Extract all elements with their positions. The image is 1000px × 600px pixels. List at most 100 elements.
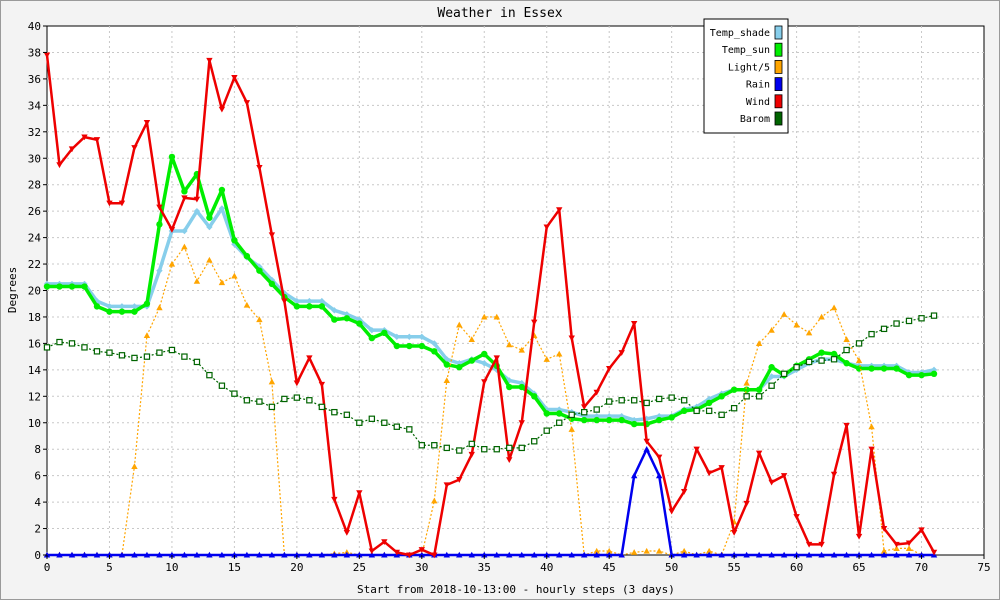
data-point-light-5 xyxy=(456,321,463,328)
y-tick-label: 24 xyxy=(28,232,42,245)
data-point-light-5 xyxy=(755,340,763,346)
y-tick-label: 6 xyxy=(34,470,41,483)
data-point-barom xyxy=(218,382,226,389)
data-point-barom xyxy=(231,390,238,397)
data-point-barom xyxy=(193,358,201,366)
data-point-barom xyxy=(868,330,875,338)
data-point-wind xyxy=(868,446,875,453)
data-point-temp-sun xyxy=(718,393,725,400)
data-point-wind xyxy=(156,204,163,211)
data-point-barom xyxy=(905,317,913,325)
data-point-temp-sun xyxy=(256,267,263,274)
data-point-wind xyxy=(106,200,113,207)
data-point-barom xyxy=(468,440,475,448)
data-point-rain xyxy=(868,551,875,558)
data-point-barom xyxy=(43,344,51,351)
data-point-temp-sun xyxy=(506,383,513,391)
data-point-rain xyxy=(606,551,613,558)
data-point-temp-sun xyxy=(143,300,151,307)
data-point-wind xyxy=(218,106,226,113)
y-tick-label: 10 xyxy=(28,417,41,430)
data-point-temp-shade xyxy=(581,412,588,420)
data-point-wind xyxy=(930,549,938,556)
data-point-light-5 xyxy=(481,313,488,320)
legend-swatch-light-5 xyxy=(774,60,783,74)
x-tick-label: 10 xyxy=(165,561,178,574)
y-tick-label: 8 xyxy=(34,443,41,456)
data-point-wind xyxy=(668,508,675,515)
y-tick-label: 30 xyxy=(28,152,41,165)
data-point-temp-sun xyxy=(768,364,775,371)
data-point-barom xyxy=(593,406,600,413)
data-point-rain xyxy=(755,551,763,558)
data-point-rain xyxy=(143,551,151,558)
data-point-light-5 xyxy=(256,316,263,323)
data-point-rain xyxy=(793,551,800,558)
legend-label-temp-sun: Temp_sun xyxy=(722,45,770,56)
data-point-wind xyxy=(206,57,213,64)
y-tick-label: 34 xyxy=(28,99,42,112)
data-point-barom xyxy=(481,446,488,453)
data-point-rain xyxy=(218,551,226,558)
y-tick-label: 18 xyxy=(28,311,41,324)
data-point-rain xyxy=(655,472,663,479)
data-point-temp-sun xyxy=(593,416,600,424)
data-point-wind xyxy=(918,527,925,534)
data-point-light-5 xyxy=(543,356,550,362)
data-point-light-5 xyxy=(168,260,176,267)
data-point-wind xyxy=(518,420,525,426)
data-point-wind xyxy=(43,52,51,59)
y-tick-label: 0 xyxy=(34,549,41,562)
data-point-barom xyxy=(331,408,338,416)
data-point-temp-shade xyxy=(106,303,113,310)
data-point-barom xyxy=(81,344,88,351)
data-point-wind xyxy=(318,381,326,388)
data-point-barom xyxy=(518,444,525,452)
data-point-rain xyxy=(331,551,338,558)
data-point-light-5 xyxy=(193,278,201,284)
data-point-barom xyxy=(718,411,725,419)
data-point-rain xyxy=(493,551,500,558)
data-point-wind xyxy=(481,379,488,385)
data-point-wind xyxy=(743,500,750,507)
x-tick-label: 35 xyxy=(478,561,491,574)
data-point-light-5 xyxy=(630,549,638,555)
data-point-temp-sun xyxy=(518,383,525,391)
data-point-barom xyxy=(780,370,788,378)
data-point-barom xyxy=(56,338,63,346)
data-point-light-5 xyxy=(843,336,850,342)
data-point-light-5 xyxy=(680,547,688,554)
data-point-wind xyxy=(506,457,513,463)
data-point-wind xyxy=(81,134,88,141)
data-point-light-5 xyxy=(506,341,513,348)
data-point-rain xyxy=(118,551,126,558)
data-point-wind xyxy=(281,298,288,305)
data-point-temp-shade xyxy=(318,297,326,305)
data-point-wind xyxy=(493,355,500,362)
data-point-light-5 xyxy=(243,301,251,308)
data-point-temp-sun xyxy=(331,316,338,323)
data-point-barom xyxy=(418,442,426,449)
data-point-wind xyxy=(306,355,313,362)
data-point-wind xyxy=(456,477,463,483)
data-point-rain xyxy=(256,551,263,558)
data-point-barom xyxy=(768,382,775,389)
data-point-temp-sun xyxy=(818,349,825,356)
data-point-light-5 xyxy=(156,304,163,311)
data-point-rain xyxy=(281,551,288,558)
data-point-light-5 xyxy=(431,497,438,504)
data-point-rain xyxy=(56,551,63,558)
data-point-barom xyxy=(268,403,276,411)
data-point-wind xyxy=(818,541,825,548)
data-point-temp-sun xyxy=(243,252,251,260)
legend-swatch-temp-sun xyxy=(774,42,783,57)
data-point-temp-shade xyxy=(393,333,401,340)
data-point-wind xyxy=(256,164,263,171)
data-point-temp-sun xyxy=(56,283,63,290)
data-point-temp-sun xyxy=(606,416,613,424)
data-point-wind xyxy=(193,196,201,203)
data-point-rain xyxy=(743,551,750,558)
grid xyxy=(47,26,984,555)
data-point-barom xyxy=(393,423,401,430)
data-point-barom xyxy=(605,398,613,405)
